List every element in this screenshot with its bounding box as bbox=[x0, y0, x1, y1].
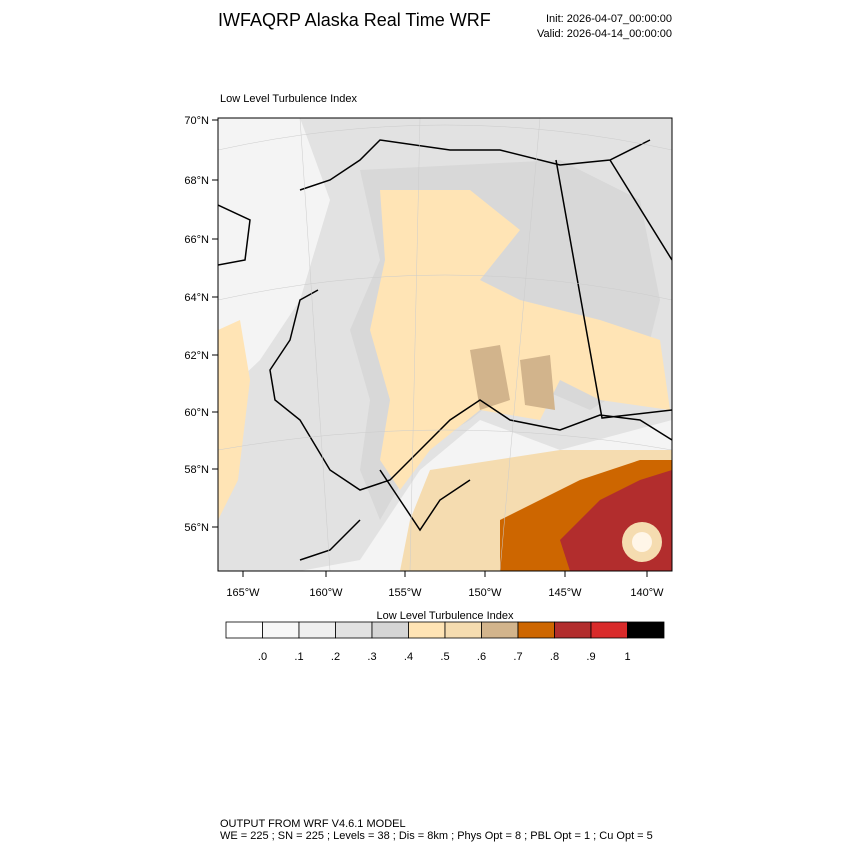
colorbar-box bbox=[262, 621, 300, 639]
map-field bbox=[218, 118, 672, 571]
init-time: Init: 2026-04-07_00:00:00 bbox=[546, 13, 672, 25]
colorbar-label: .8 bbox=[550, 651, 559, 663]
colorbar-box bbox=[590, 621, 628, 639]
colorbar-box bbox=[627, 621, 665, 639]
lat-labels: 70°N 68°N 66°N 64°N 62°N 60°N 58°N 56°N bbox=[184, 115, 218, 534]
colorbar-label: .3 bbox=[367, 651, 376, 663]
colorbar-box bbox=[408, 621, 446, 639]
lat-label: 68°N bbox=[184, 175, 209, 187]
colorbar-box bbox=[517, 621, 555, 639]
colorbar-label: .9 bbox=[586, 651, 595, 663]
colorbar-box bbox=[335, 621, 373, 639]
lon-label: 160°W bbox=[309, 587, 343, 599]
lat-label: 70°N bbox=[184, 115, 209, 127]
colorbar-label: .4 bbox=[404, 651, 413, 663]
lat-label: 64°N bbox=[184, 292, 209, 304]
colorbar: .0 .1 .2 .3 .4 .5 .6 .7 .8 .9 1 bbox=[225, 621, 665, 663]
colorbar-label: .7 bbox=[513, 651, 522, 663]
lon-label: 150°W bbox=[468, 587, 502, 599]
lon-label: 145°W bbox=[548, 587, 582, 599]
colorbar-box bbox=[554, 621, 592, 639]
lat-label: 58°N bbox=[184, 464, 209, 476]
footer-line: WE = 225 ; SN = 225 ; Levels = 38 ; Dis … bbox=[220, 830, 653, 842]
lon-label: 165°W bbox=[226, 587, 260, 599]
colorbar-title: Low Level Turbulence Index bbox=[377, 610, 514, 622]
main-title: IWFAQRP Alaska Real Time WRF bbox=[218, 10, 491, 30]
colorbar-box bbox=[225, 621, 263, 639]
lon-labels: 165°W 160°W 155°W 150°W 145°W 140°W bbox=[226, 571, 664, 599]
colorbar-label: .6 bbox=[477, 651, 486, 663]
footer-line: OUTPUT FROM WRF V4.6.1 MODEL bbox=[220, 818, 406, 830]
map-title: Low Level Turbulence Index bbox=[220, 93, 357, 105]
map-frame bbox=[217, 117, 673, 572]
colorbar-label: .0 bbox=[258, 651, 267, 663]
colorbar-label: .5 bbox=[440, 651, 449, 663]
lon-label: 155°W bbox=[388, 587, 422, 599]
colorbar-box bbox=[444, 621, 482, 639]
lat-label: 66°N bbox=[184, 234, 209, 246]
valid-time: Valid: 2026-04-14_00:00:00 bbox=[537, 28, 672, 40]
colorbar-label: .2 bbox=[331, 651, 340, 663]
lat-label: 62°N bbox=[184, 350, 209, 362]
colorbar-label: 1 bbox=[624, 651, 630, 663]
colorbar-label: .1 bbox=[294, 651, 303, 663]
colorbar-box bbox=[298, 621, 336, 639]
lat-label: 60°N bbox=[184, 407, 209, 419]
lon-label: 140°W bbox=[630, 587, 664, 599]
lat-label: 56°N bbox=[184, 522, 209, 534]
colorbar-box bbox=[371, 621, 409, 639]
colorbar-box bbox=[481, 621, 519, 639]
